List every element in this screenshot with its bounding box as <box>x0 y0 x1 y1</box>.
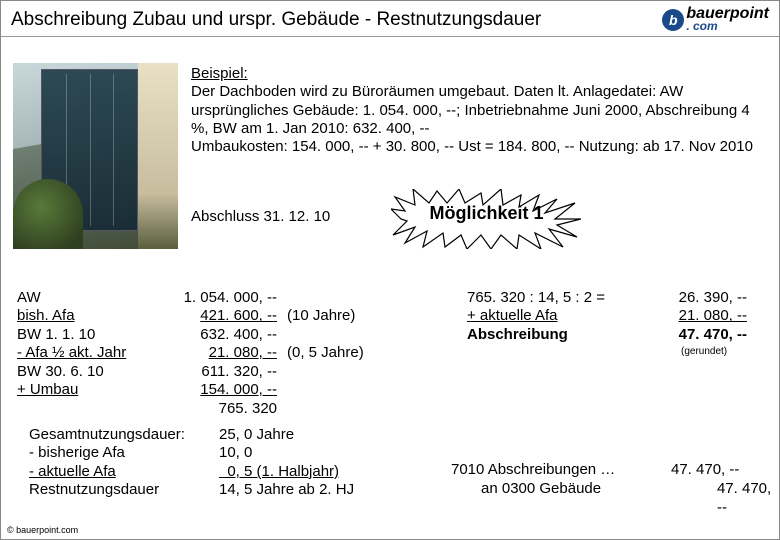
result-val: 47. 470, -- <box>647 326 747 344</box>
booking-val: 47. 470, -- <box>717 480 779 518</box>
calculation-table: AW1. 054. 000, -- bish. Afa421. 600, -- (… <box>17 289 364 418</box>
rounding-note: (gerundet) <box>681 346 727 357</box>
calc-note: (10 Jahre) <box>287 307 355 325</box>
calc-label: BW 1. 1. 10 <box>17 326 167 344</box>
calc-label: + Umbau <box>17 381 167 399</box>
calc-note: (0, 5 Jahre) <box>287 344 364 362</box>
booking-val: 47. 470, -- <box>671 461 739 480</box>
logo: b bauerpoint . com <box>662 7 769 32</box>
usage-val: 10, 0 <box>219 444 439 462</box>
usage-val: 14, 5 Jahre ab 2. HJ <box>219 481 439 499</box>
calc-val: 765. 320 <box>167 400 277 418</box>
booking-label: an 0300 Gebäude <box>451 480 717 518</box>
calc-val: 632. 400, -- <box>167 326 277 344</box>
footer: © bauerpoint.com <box>7 525 78 535</box>
result-table: 765. 320 : 14, 5 : 2 =26. 390, -- + aktu… <box>467 289 747 344</box>
calc-label: BW 30. 6. 10 <box>17 363 167 381</box>
usage-val: 0, 5 (1. Halbjahr) <box>219 463 439 481</box>
building-photo <box>13 63 178 249</box>
logo-icon: b <box>662 9 684 31</box>
calc-val: 1. 054. 000, -- <box>167 289 277 307</box>
logo-sub: . com <box>686 21 769 32</box>
booking-lines: 7010 Abschreibungen …47. 470, -- an 0300… <box>451 461 779 517</box>
calc-label: AW <box>17 289 167 307</box>
calc-val: 21. 080, -- <box>167 344 277 362</box>
usage-val: 25, 0 Jahre <box>219 426 439 444</box>
example-text: Der Dachboden wird zu Büroräumen umgebau… <box>191 83 753 155</box>
usage-label: Gesamtnutzungsdauer: <box>29 426 219 444</box>
calc-val: 154. 000, -- <box>167 381 277 399</box>
result-label: Abschreibung <box>467 326 647 344</box>
usage-label: Restnutzungsdauer <box>29 481 219 499</box>
result-val: 26. 390, -- <box>647 289 747 307</box>
usage-label: - aktuelle Afa <box>29 463 219 481</box>
logo-text: bauerpoint . com <box>686 7 769 32</box>
booking-label: 7010 Abschreibungen … <box>451 461 671 480</box>
calc-val: 421. 600, -- <box>167 307 277 325</box>
calc-label <box>17 400 167 418</box>
calc-label: bish. Afa <box>17 307 167 325</box>
abschluss-date: Abschluss 31. 12. 10 <box>191 208 330 225</box>
calc-val: 611. 320, -- <box>167 363 277 381</box>
starburst-label: Möglichkeit 1 <box>394 203 579 224</box>
result-label: + aktuelle Afa <box>467 307 647 325</box>
calc-label: - Afa ½ akt. Jahr <box>17 344 167 362</box>
example-block: Beispiel: Der Dachboden wird zu Büroräum… <box>191 65 761 156</box>
result-val: 21. 080, -- <box>647 307 747 325</box>
page-title: Abschreibung Zubau und urspr. Gebäude - … <box>11 9 541 31</box>
header: Abschreibung Zubau und urspr. Gebäude - … <box>1 1 779 37</box>
result-label: 765. 320 : 14, 5 : 2 = <box>467 289 647 307</box>
example-heading: Beispiel: <box>191 65 248 82</box>
usage-label: - bisherige Afa <box>29 444 219 462</box>
usage-table: Gesamtnutzungsdauer:25, 0 Jahre - bisher… <box>29 426 439 500</box>
